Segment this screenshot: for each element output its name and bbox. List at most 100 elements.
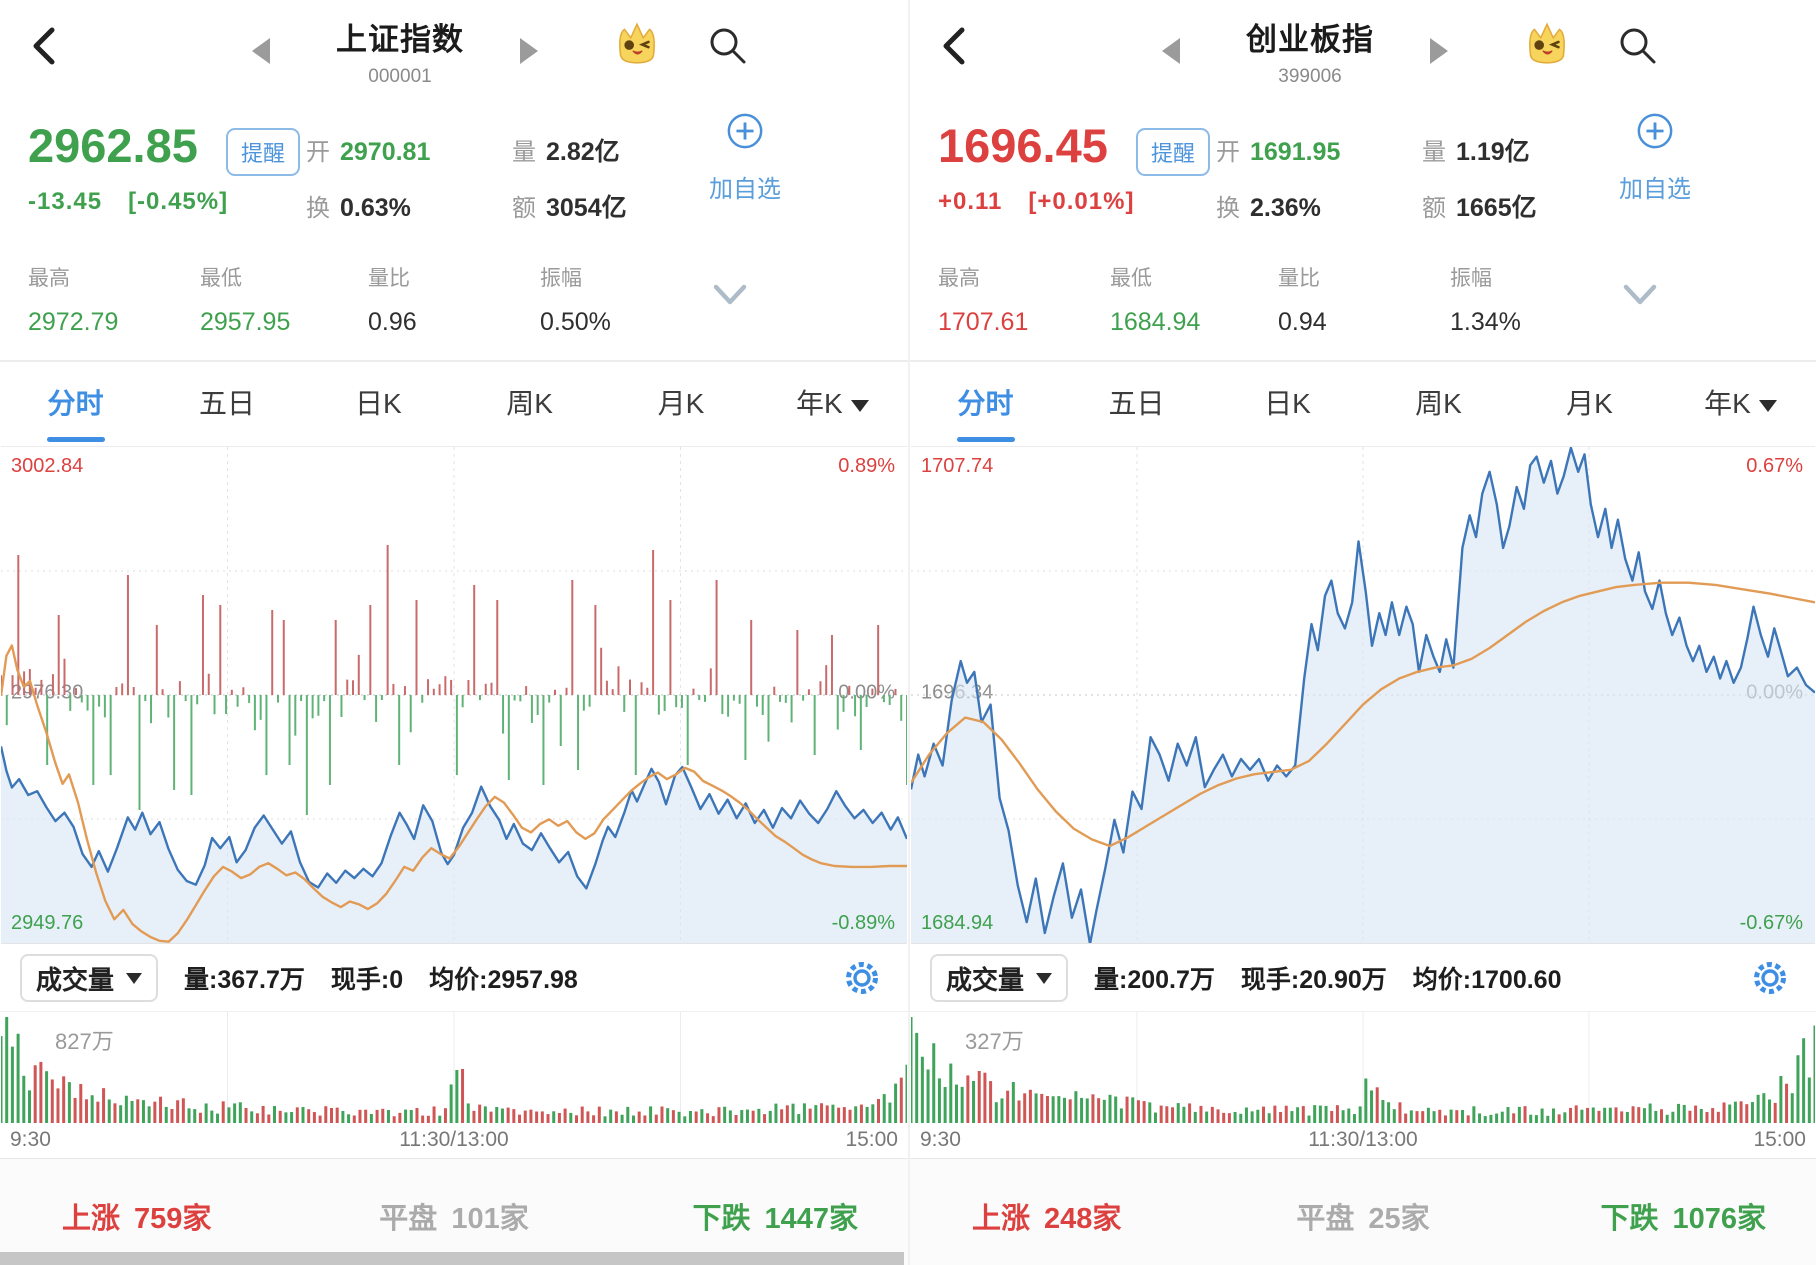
market-breadth-bar: 上涨 248家 平盘 25家 下跌 1076家: [910, 1158, 1816, 1265]
alert-button[interactable]: 提醒: [226, 128, 301, 176]
period-tabs: 分时 五日 日K 周K 月K 年K: [910, 362, 1816, 446]
divider: [0, 360, 908, 362]
add-watchlist-label: 加自选: [1619, 176, 1691, 203]
current-lots: 现手:0: [330, 966, 404, 994]
average-price: 均价:1700.60: [1412, 966, 1562, 994]
plus-circle-icon: [727, 113, 763, 149]
chart-max-pct-label: 0.89%: [838, 455, 895, 477]
search-icon[interactable]: [1616, 24, 1660, 68]
price-change: -13.45 [-0.45%]: [28, 188, 229, 215]
settings-gear-icon[interactable]: [1750, 958, 1790, 998]
plus-circle-icon: [1637, 113, 1673, 149]
chart-min-pct-label: -0.67%: [1739, 912, 1803, 934]
stock-code: 399006: [1278, 66, 1342, 87]
mascot-emoji-icon: [1529, 22, 1565, 64]
tab-monthly-k[interactable]: 月K: [657, 388, 705, 419]
tab-weekly-k[interactable]: 周K: [1415, 388, 1462, 419]
stat-low: 最低 1684.94: [1110, 267, 1201, 336]
system-nav-hint-bar: [0, 1252, 904, 1265]
period-tabs: 分时 五日 日K 周K 月K 年K: [0, 362, 908, 446]
back-icon[interactable]: [28, 26, 58, 66]
intraday-chart[interactable]: 3002.84 0.89% 2976.30 0.00% 2949.76 -0.8…: [1, 446, 907, 944]
page-title: 创业板指: [1246, 22, 1374, 57]
quote-open: 开 1691.95: [1216, 138, 1341, 166]
indicator-selector-button[interactable]: 成交量: [930, 954, 1069, 1002]
next-stock-icon[interactable]: [1430, 38, 1448, 64]
add-watchlist-button[interactable]: 加自选: [690, 112, 800, 204]
tab-daily-k[interactable]: 日K: [354, 388, 402, 419]
add-watchlist-label: 加自选: [709, 176, 781, 203]
tab-5day[interactable]: 五日: [198, 388, 255, 419]
volume-chart[interactable]: 327万: [911, 1012, 1815, 1124]
quote-turnover-rate: 换 0.63%: [306, 194, 411, 222]
search-icon[interactable]: [706, 24, 750, 68]
price-change: +0.11 [+0.01%]: [938, 188, 1135, 215]
volume-stats: 量:200.7万 现手:20.90万 均价:1700.60: [1094, 944, 1561, 1012]
chart-min-pct-label: -0.89%: [831, 912, 895, 934]
volume-chart[interactable]: 827万: [1, 1012, 907, 1124]
time-axis: 9:30 11:30/13:00 15:00: [10, 1128, 898, 1151]
header: 创业板指 399006: [910, 0, 1816, 100]
volume-value: 量:200.7万: [1094, 966, 1215, 994]
quote-volume: 量 1.19亿: [1422, 138, 1530, 166]
tab-monthly-k[interactable]: 月K: [1566, 388, 1613, 419]
last-price: 2962.85: [28, 119, 198, 172]
caret-down-icon: [1758, 399, 1777, 412]
chart-min-price-label: 1684.94: [921, 912, 994, 934]
expand-chevron-icon[interactable]: [712, 282, 748, 308]
volume-stats: 量:367.7万 现手:0 均价:2957.98: [184, 944, 578, 1012]
stat-volume-ratio: 量比 0.94: [1278, 267, 1327, 336]
divider: [910, 360, 1816, 362]
intraday-chart[interactable]: 1707.74 0.67% 1696.34 0.00% 1684.94 -0.6…: [911, 446, 1815, 944]
decliners-count: 下跌 1076家: [1600, 1203, 1766, 1235]
caret-down-icon: [1036, 972, 1053, 984]
tab-yearly-k[interactable]: 年K: [1665, 362, 1816, 446]
quote-volume: 量 2.82亿: [512, 138, 620, 166]
current-lots: 现手:20.90万: [1240, 966, 1387, 994]
volume-value: 量:367.7万: [184, 966, 305, 994]
page-title: 上证指数: [336, 22, 464, 57]
volume-toolbar: 成交量 量:367.7万 现手:0 均价:2957.98: [0, 944, 908, 1012]
prev-stock-icon[interactable]: [252, 38, 270, 64]
add-watchlist-button[interactable]: 加自选: [1600, 112, 1710, 204]
expand-chevron-icon[interactable]: [1622, 282, 1658, 308]
tab-minute[interactable]: 分时: [910, 362, 1061, 446]
alert-button[interactable]: 提醒: [1136, 128, 1211, 176]
indicator-selector-button[interactable]: 成交量: [20, 954, 159, 1002]
tab-weekly-k[interactable]: 周K: [506, 388, 553, 419]
caret-down-icon: [850, 399, 869, 412]
quote-open: 开 2970.81: [306, 138, 431, 166]
back-icon[interactable]: [938, 26, 968, 66]
chart-mid-pct-label: 0.00%: [838, 681, 895, 704]
next-stock-icon[interactable]: [520, 38, 538, 64]
quote-amount: 额 3054亿: [512, 194, 627, 222]
stat-high: 最高 2972.79: [28, 267, 119, 336]
stock-code: 000001: [368, 66, 432, 87]
volume-max-label: 827万: [55, 1029, 114, 1054]
settings-gear-icon[interactable]: [842, 958, 882, 998]
chart-max-price-label: 3002.84: [11, 455, 84, 477]
quote-amount: 额 1665亿: [1422, 194, 1537, 222]
quote-turnover-rate: 换 2.36%: [1216, 194, 1321, 222]
stat-high: 最高 1707.61: [938, 267, 1029, 336]
average-price: 均价:2957.98: [429, 966, 578, 994]
stat-low: 最低 2957.95: [200, 267, 291, 336]
stat-amplitude: 振幅 0.50%: [540, 267, 611, 336]
volume-max-label: 327万: [965, 1029, 1024, 1054]
chart-max-price-label: 1707.74: [921, 455, 994, 477]
prev-stock-icon[interactable]: [1162, 38, 1180, 64]
tab-5day[interactable]: 五日: [1108, 388, 1165, 419]
caret-down-icon: [126, 972, 143, 984]
last-price: 1696.45: [938, 119, 1108, 172]
tab-yearly-k[interactable]: 年K: [757, 362, 908, 446]
market-breadth-bar: 上涨 759家 平盘 101家 下跌 1447家: [0, 1158, 908, 1265]
advancers-count: 上涨 248家: [972, 1203, 1122, 1235]
tab-minute[interactable]: 分时: [0, 362, 151, 446]
advancers-count: 上涨 759家: [62, 1203, 212, 1235]
unchanged-count: 平盘 101家: [379, 1203, 529, 1235]
mascot-emoji-icon: [619, 22, 655, 64]
decliners-count: 下跌 1447家: [692, 1203, 858, 1235]
tab-daily-k[interactable]: 日K: [1264, 388, 1311, 419]
